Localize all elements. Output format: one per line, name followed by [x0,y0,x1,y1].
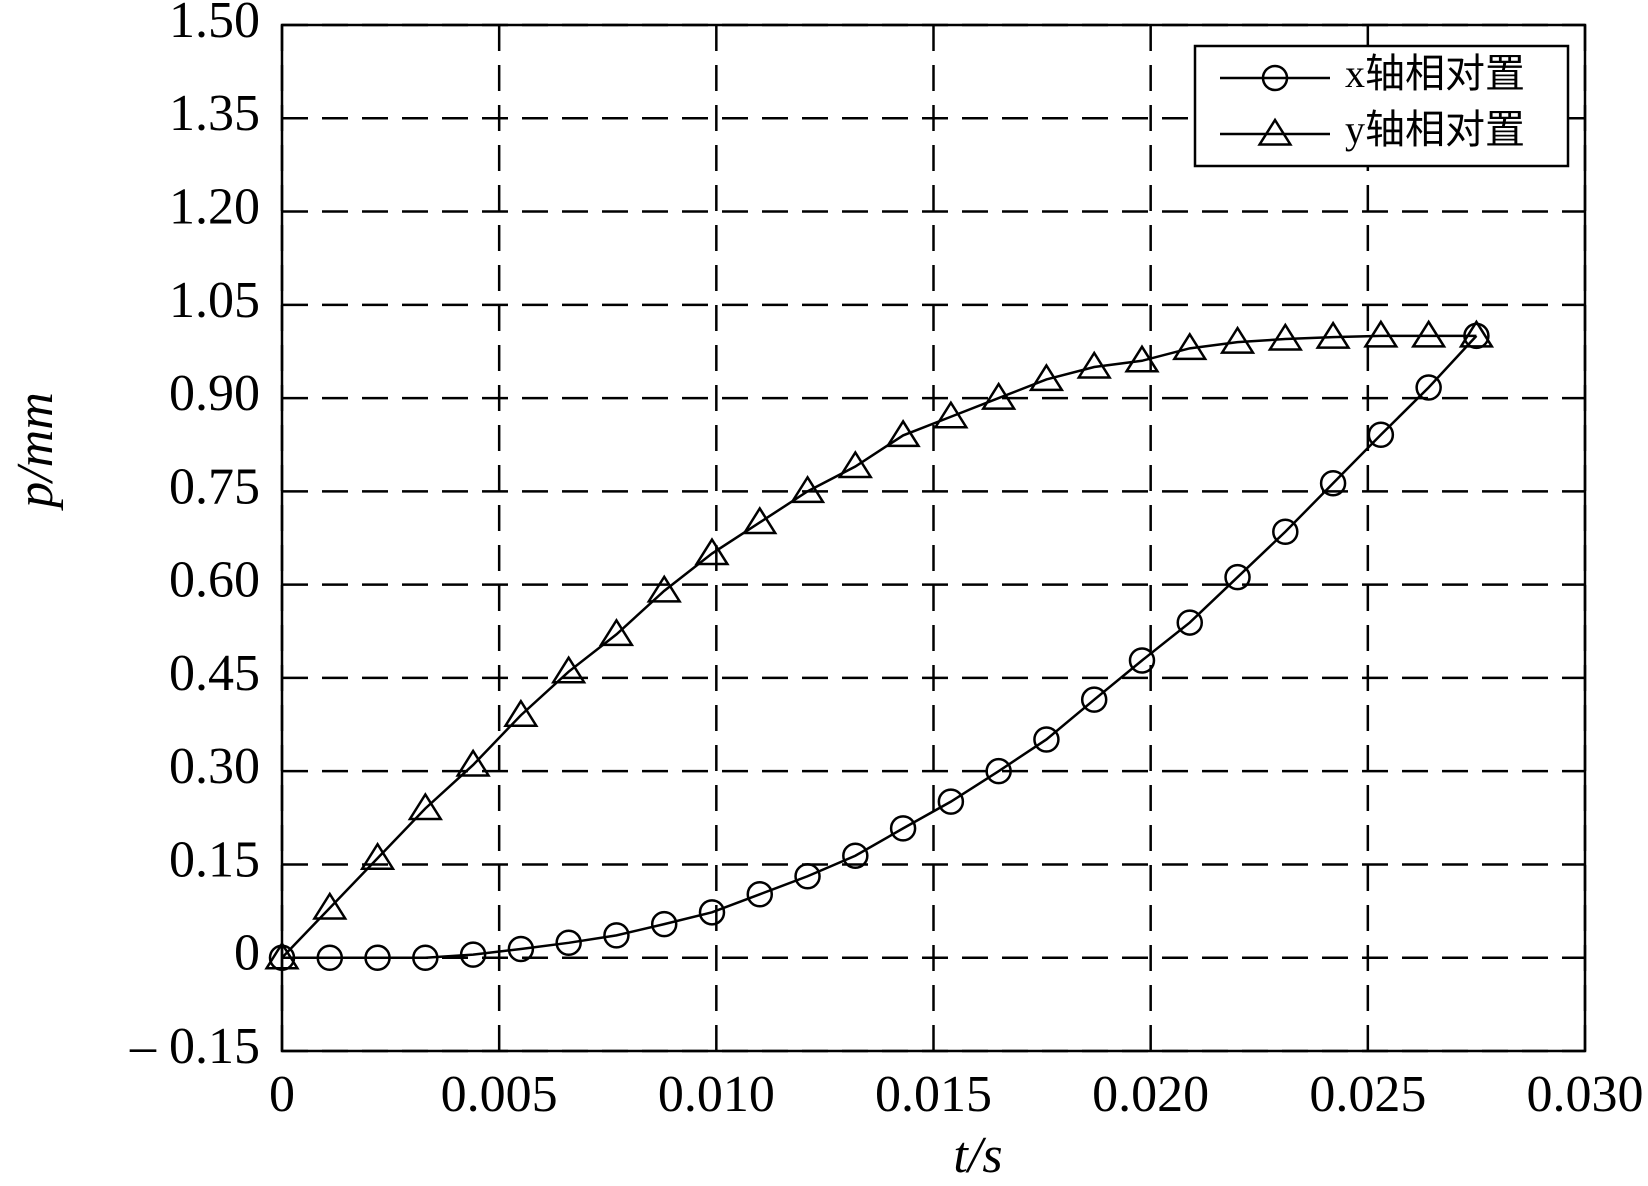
data-point [412,944,439,971]
legend-label: y轴相对置 [1345,107,1525,152]
data-point [937,788,965,815]
data-point [455,748,491,777]
data-point [1172,331,1208,361]
legend-label: x轴相对置 [1345,51,1525,96]
data-point [1219,325,1256,354]
data-point [889,815,917,842]
x-tick-label: 0.010 [658,1066,775,1123]
y-tick-label: – 0.15 [129,1018,260,1075]
data-point [1272,518,1299,546]
legend-box [1193,44,1570,168]
x-tick-label: 0.020 [1092,1066,1209,1123]
data-point [1363,319,1399,348]
x-tick-label: 0 [269,1066,295,1123]
legend-marker [1257,117,1293,146]
data-point [742,506,778,535]
data-point [1319,470,1347,497]
data-point [550,655,587,684]
data-point [885,419,921,448]
data-point [507,935,535,963]
data-point [1033,726,1060,753]
x-tick-label: 0.005 [441,1066,558,1123]
y-tick-label: 0.90 [169,365,260,422]
y-tick-label: 0.30 [169,738,260,795]
y-tick-label: 1.20 [169,178,260,235]
data-point [1367,421,1395,449]
data-point [1224,563,1251,591]
data-point [933,400,969,429]
x-tick-label: 0.015 [875,1066,992,1123]
data-point [837,450,873,479]
data-point [698,899,726,926]
data-point [1315,320,1351,349]
data-point [359,841,396,870]
y-tick-label: 0.60 [169,552,260,609]
data-point [842,842,869,869]
y-tick-label: 0.75 [169,458,260,515]
y-tick-label: 1.35 [169,85,260,142]
data-point [985,757,1012,785]
data-point [1028,363,1065,392]
data-point [316,944,344,971]
x-axis-label: t/s [953,1127,1002,1184]
data-point [264,941,300,970]
data-point [794,863,821,890]
data-point [1176,609,1204,636]
data-point [980,381,1017,410]
data-point [694,537,730,566]
y-tick-label: 0 [234,925,260,982]
y-tick-label: 1.50 [169,0,260,49]
data-point [1124,344,1160,373]
data-point [459,941,487,968]
data-point [603,922,630,949]
y-tick-label: 1.05 [169,272,260,329]
data-point [789,475,826,504]
data-point [598,618,635,647]
data-point [312,891,348,920]
y-axis-label: p/mm [7,392,64,512]
y-tick-label: 0.15 [169,831,260,888]
data-point [1128,647,1156,674]
data-point [555,929,582,957]
y-tick-label: 0.45 [169,645,260,702]
plot-frame [280,23,1587,1053]
data-point [1076,350,1112,379]
x-tick-label: 0.030 [1527,1066,1644,1123]
data-point [1410,319,1447,348]
legend-marker [1261,64,1289,92]
data-point [503,698,539,727]
data-point [646,574,682,603]
data-point [650,910,678,938]
data-point [407,792,443,821]
data-point [746,881,774,908]
data-point [364,944,391,971]
data-point [1458,319,1495,348]
data-point [1415,374,1442,401]
data-point [1080,686,1108,713]
data-point [1267,322,1303,351]
x-tick-label: 0.025 [1309,1066,1426,1123]
